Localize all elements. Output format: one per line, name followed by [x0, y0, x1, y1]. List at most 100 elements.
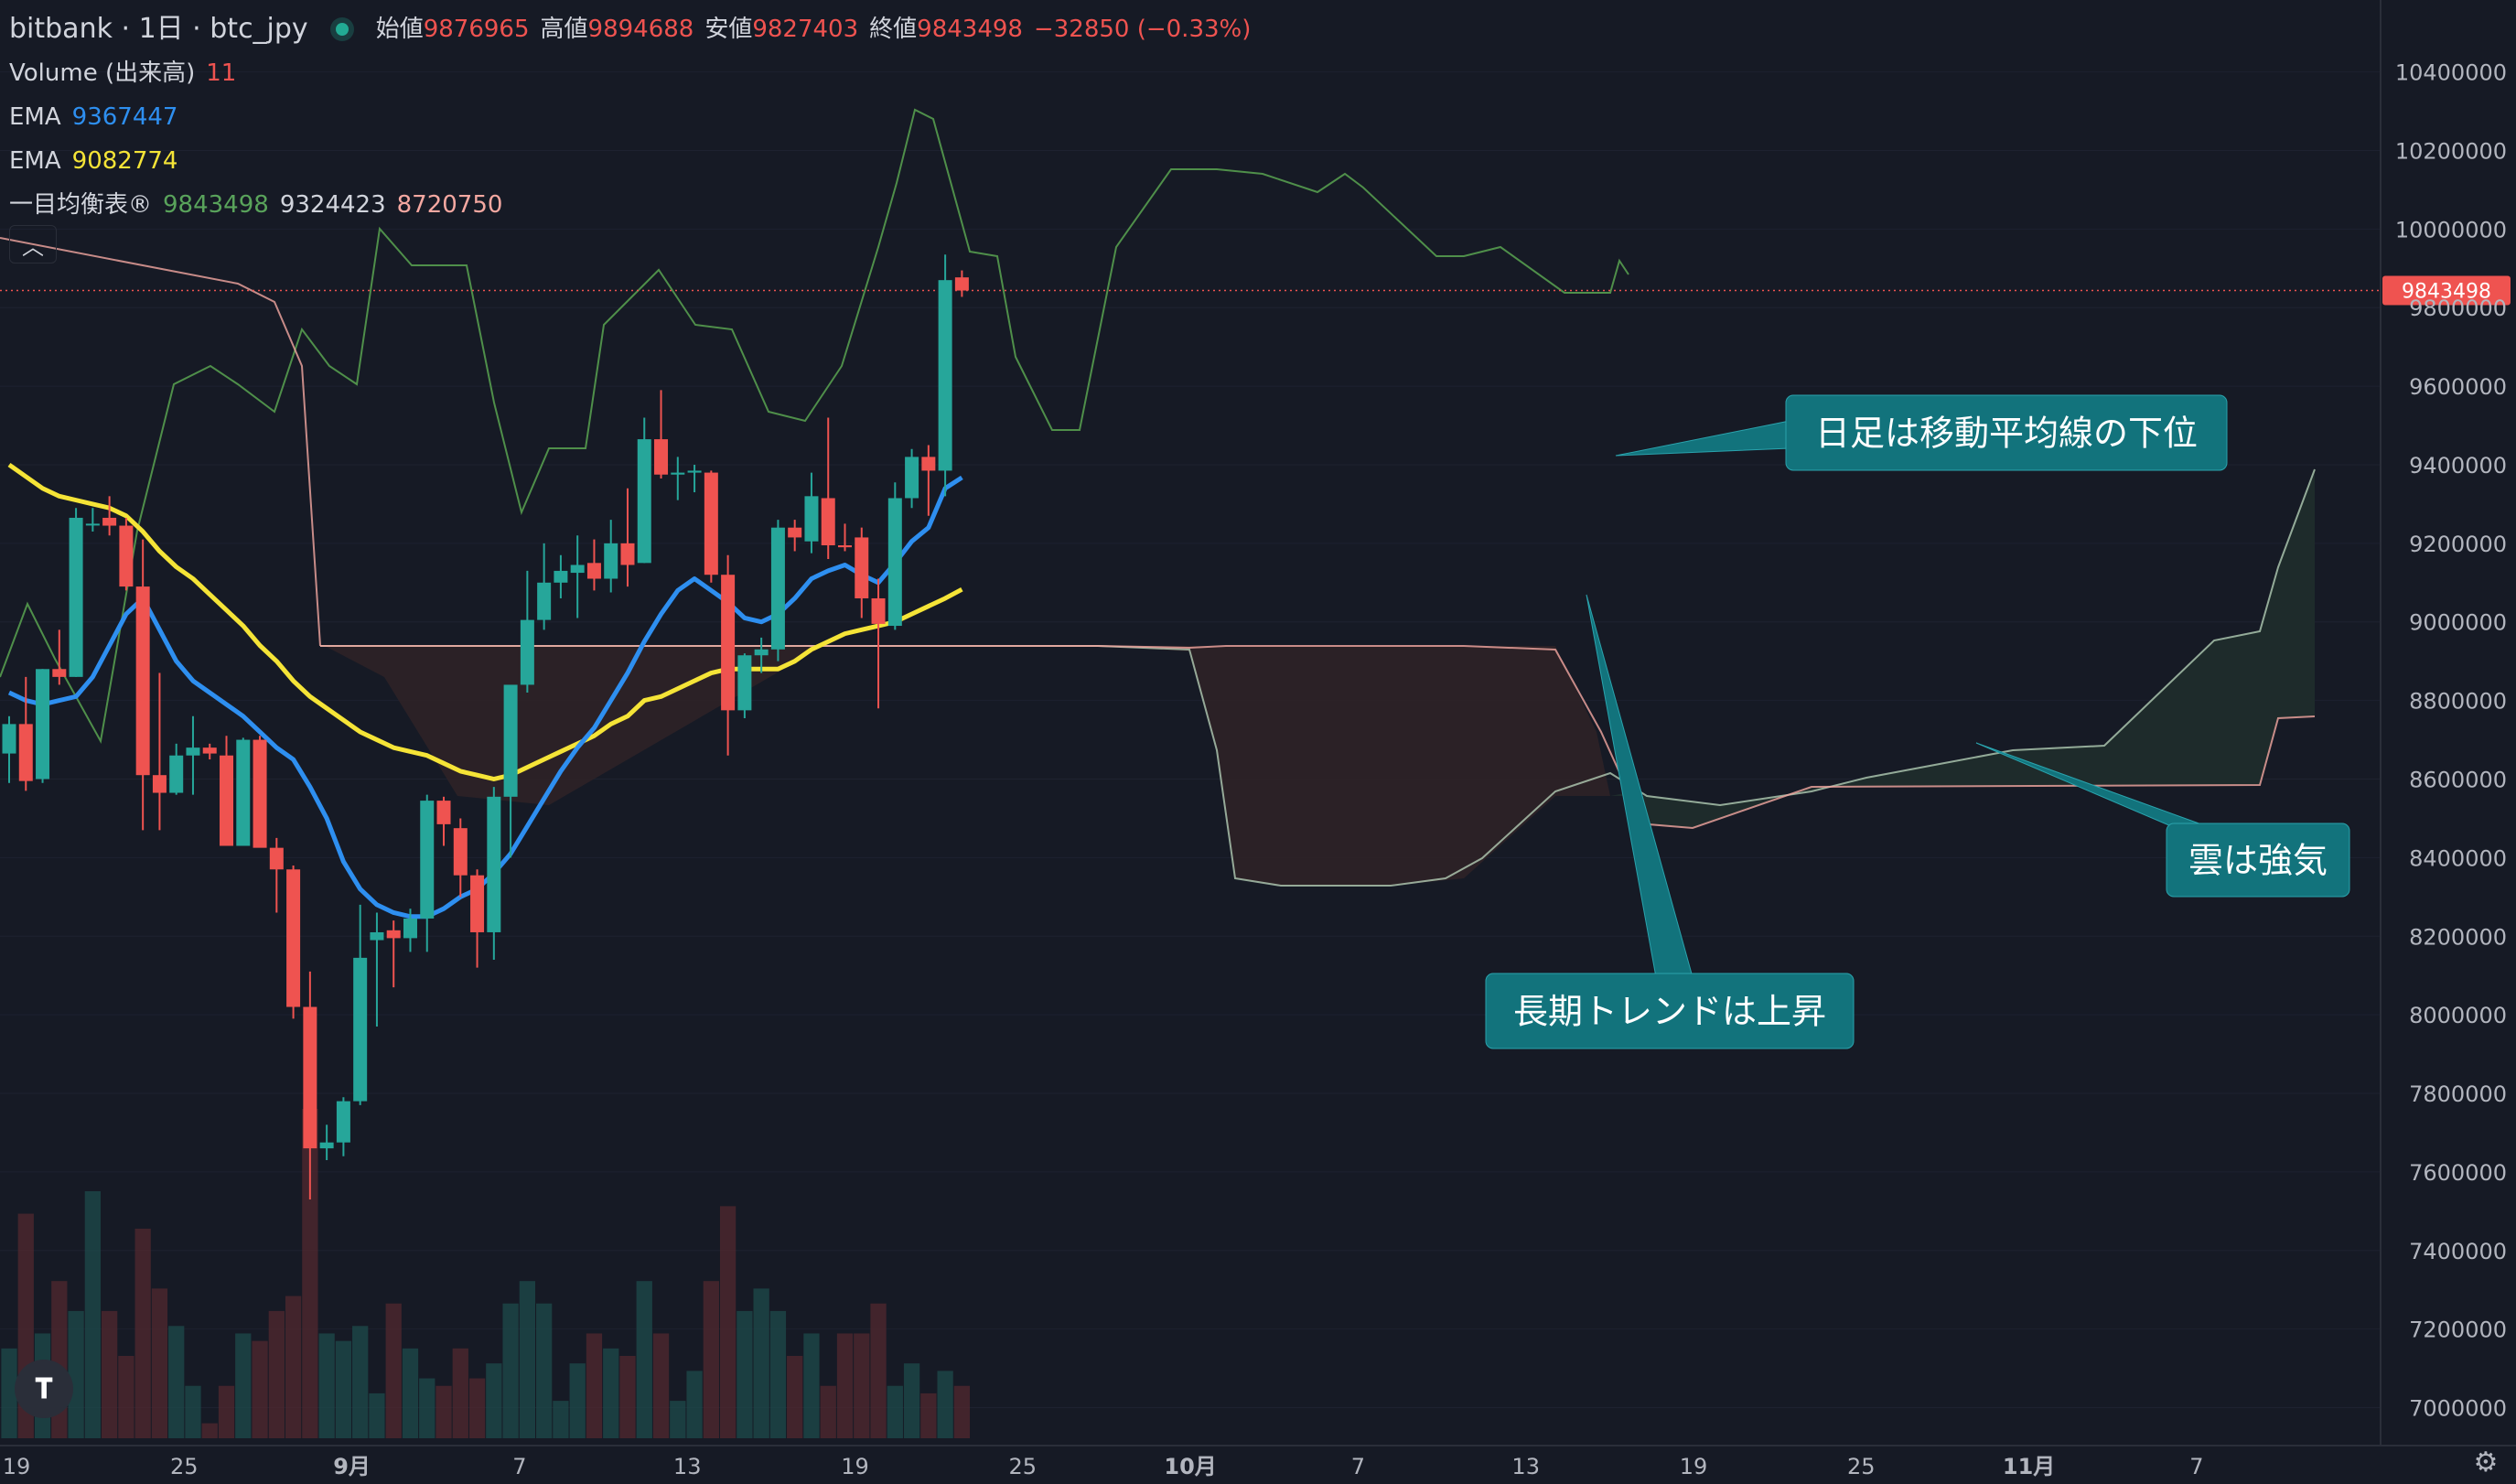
volume-bar	[519, 1281, 536, 1438]
price-tick-label: 9400000	[2409, 453, 2507, 479]
candle-body	[386, 930, 401, 939]
volume-bar	[185, 1385, 201, 1438]
volume-legend-row[interactable]: Volume (出来高) 11	[9, 51, 1251, 95]
candle-body	[620, 543, 635, 565]
callout-trend: 長期トレンドは上昇	[1485, 594, 1855, 1049]
candle-body	[604, 543, 618, 579]
price-tick-label: 9000000	[2409, 610, 2507, 636]
candle-body	[586, 563, 601, 579]
time-tick-label: 19	[3, 1454, 31, 1479]
callout-daily: 日足は移動平均線の下位	[1615, 394, 2228, 471]
candles: 9843498	[0, 254, 2511, 1199]
candle-body	[654, 439, 669, 475]
volume-bar	[101, 1310, 118, 1438]
candle-body	[737, 655, 752, 711]
time-tick-label: 25	[1847, 1454, 1876, 1479]
gear-icon[interactable]: ⚙	[2473, 1446, 2499, 1479]
time-tick-label: 10月	[1164, 1454, 1216, 1479]
collapse-legend-button[interactable]: ︿	[9, 225, 57, 263]
lagging-span	[0, 108, 1629, 744]
volume-bar	[134, 1228, 151, 1438]
time-tick-label: 11月	[2003, 1454, 2055, 1479]
volume-bar	[468, 1378, 486, 1438]
volume-bar	[769, 1310, 787, 1438]
volume-bar	[435, 1385, 452, 1438]
candle-body	[303, 1006, 317, 1149]
volume-bar	[369, 1393, 385, 1438]
volume-bar	[903, 1363, 920, 1438]
candle-body	[921, 457, 936, 471]
ema1-legend-row[interactable]: EMA 9367447	[9, 95, 1251, 139]
volume-bar	[836, 1333, 854, 1438]
volume-bar	[268, 1310, 285, 1438]
last-price-label: 9843498	[2402, 281, 2491, 304]
candle-body	[186, 747, 200, 756]
volume-bar	[385, 1303, 402, 1438]
ema-fast-line	[7, 475, 963, 919]
time-tick-label: 7	[2189, 1454, 2203, 1479]
volume-bar	[201, 1423, 218, 1438]
volume-bar	[652, 1333, 670, 1438]
price-tick-label: 10000000	[2395, 217, 2507, 242]
candle-body	[804, 496, 819, 542]
volume-bar	[670, 1401, 686, 1438]
volume-bar	[118, 1356, 134, 1438]
candle-body	[821, 498, 835, 546]
candle-body	[788, 527, 802, 538]
candle-body	[119, 525, 134, 587]
callout-cloud: 雲は強気	[1975, 742, 2350, 898]
ema1-label: EMA	[9, 103, 61, 131]
change-value: −32850 (−0.33%)	[1033, 16, 1252, 43]
price-tick-label: 8000000	[2409, 1003, 2507, 1028]
candle-body	[336, 1101, 350, 1143]
candle-body	[353, 957, 368, 1102]
tradingview-logo-icon[interactable]: 𝐓	[15, 1360, 73, 1418]
volume-bar	[452, 1348, 468, 1438]
volume-bar	[719, 1206, 737, 1438]
candle-body	[905, 457, 919, 499]
low-value: 9827403	[752, 16, 859, 43]
volume-bar	[486, 1363, 502, 1438]
price-tick-label: 7600000	[2409, 1160, 2507, 1186]
volume-bar	[803, 1333, 820, 1438]
volume-bar	[703, 1281, 719, 1438]
volume-bar	[636, 1281, 652, 1438]
price-tick-label: 8800000	[2409, 689, 2507, 715]
candle-body	[69, 517, 83, 677]
candle-body	[169, 755, 184, 793]
bearish-cloud	[325, 646, 1610, 886]
volume-bar	[168, 1326, 185, 1438]
price-tick-label: 7400000	[2409, 1239, 2507, 1264]
volume-bar	[953, 1385, 971, 1438]
volume-bar	[619, 1356, 636, 1438]
volume-value: 11	[206, 59, 237, 87]
time-tick-label: 9月	[333, 1454, 371, 1479]
ichimoku-lines	[0, 108, 1629, 744]
volume-bar	[252, 1340, 268, 1438]
volume-bar	[870, 1303, 887, 1438]
volume-bar	[937, 1371, 953, 1438]
candle-body	[470, 875, 485, 932]
bullish-cloud	[1610, 469, 2315, 828]
ichimoku-value-3: 8720750	[396, 191, 503, 219]
candle-body	[85, 523, 100, 526]
candle-body	[220, 755, 234, 846]
chart-legend: bitbank · 1日 · btc_jpy 始値 9876965 高値 98946…	[9, 7, 1251, 227]
leading-span-b	[320, 645, 2316, 830]
volume-bar	[887, 1385, 903, 1438]
ichimoku-legend-row[interactable]: 一目均衡表® 9843498 9324423 8720750	[9, 183, 1251, 227]
candle-body	[887, 498, 902, 627]
price-tick-label: 7000000	[2409, 1396, 2507, 1422]
symbol-title[interactable]: bitbank · 1日 · btc_jpy	[9, 13, 308, 45]
candle-body	[637, 439, 651, 564]
volume-bar	[285, 1296, 302, 1438]
market-status-icon	[335, 23, 349, 36]
time-tick-label: 7	[512, 1454, 526, 1479]
callout-trend-text: 長期トレンドは上昇	[1513, 992, 1826, 1032]
ichimoku-cloud	[320, 468, 2316, 887]
price-tick-label: 7200000	[2409, 1317, 2507, 1343]
price-tick-label: 7800000	[2409, 1081, 2507, 1107]
ema2-legend-row[interactable]: EMA 9082774	[9, 139, 1251, 183]
time-tick-label: 7	[1351, 1454, 1365, 1479]
